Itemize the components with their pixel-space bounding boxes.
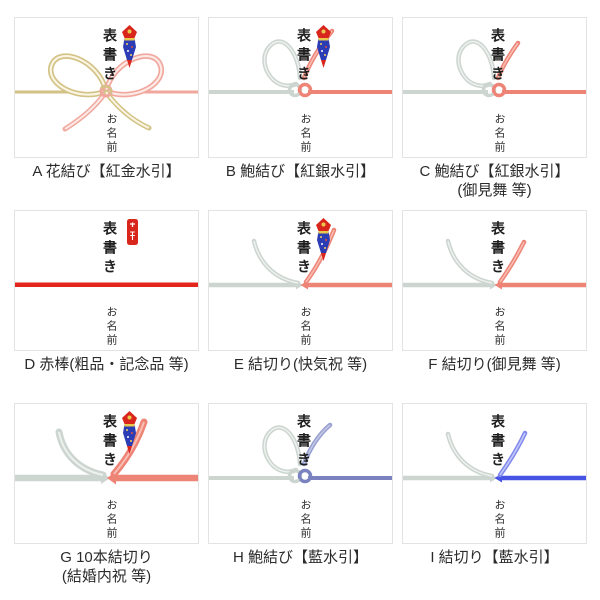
omotegaki-text: 表書き	[295, 28, 311, 85]
kiri-arc-left	[445, 431, 495, 479]
mizuhiki-bar-svg	[15, 282, 198, 287]
onamae-text: お名前	[105, 499, 118, 541]
omotegaki-text: 表書き	[489, 28, 505, 85]
stamp-glyph-bottom	[130, 231, 135, 240]
noshi-cell-i: 表書き お名前 I 結切り【藍水引】	[402, 403, 587, 568]
omotegaki-text: 表書き	[295, 414, 311, 471]
noshi-card-h: 表書き お名前	[208, 403, 393, 544]
mizuhiki-awabi-svg	[403, 39, 586, 98]
noshi-cell-h: 表書き お名前 H 鮑結び【藍水引】	[208, 403, 393, 568]
omotegaki-text: 表書き	[101, 414, 117, 471]
noshi-stamp-icon	[127, 219, 138, 245]
caption-e: E 結切り(快気祝 等)	[233, 356, 368, 373]
bow-loop-left-highlight	[49, 55, 108, 96]
onamae-text: お名前	[493, 113, 506, 155]
noshi-card-c: 表書き お名前	[402, 17, 587, 158]
noshi-tip	[127, 60, 132, 68]
onamae-text: お名前	[299, 113, 312, 155]
mizuhiki-kiri10-svg	[15, 418, 198, 485]
caption-g: G 10本結切り (結婚内祝 等)	[60, 549, 153, 585]
onamae-text: お名前	[493, 306, 506, 348]
omotegaki-text: 表書き	[489, 221, 505, 278]
stamp-glyph-top	[130, 222, 135, 227]
omotegaki-text: 表書き	[489, 414, 505, 471]
mizuhiki-awabi-svg	[209, 422, 392, 484]
kiri-arc-left	[251, 238, 301, 286]
bow-knot-gold-arc	[100, 85, 113, 95]
noshi-cell-f: 表書き お名前 F 結切り(御見舞 等)	[402, 210, 587, 375]
noshi-ornament-icon	[122, 25, 137, 68]
omotegaki-text: 表書き	[295, 221, 311, 278]
onamae-text: お名前	[105, 113, 118, 155]
noshi-band	[124, 38, 135, 41]
noshi-card-f: 表書き お名前	[402, 210, 587, 351]
noshi-cell-b: 表書き お名前 B 鮑結び【紅銀水引】	[208, 17, 393, 182]
onamae-text: お名前	[299, 306, 312, 348]
noshi-cell-g: 表書き お名前 G 10本結切り (結婚内祝 等)	[14, 403, 199, 587]
awabi-knot-overlap	[289, 86, 300, 96]
mizuhiki-bow-svg	[15, 53, 198, 132]
omotegaki-text: 表書き	[101, 221, 117, 278]
noshi-body	[123, 38, 136, 60]
kiri-arc-left	[55, 428, 107, 479]
onamae-text: お名前	[299, 499, 312, 541]
noshi-card-g: 表書き お名前	[14, 403, 199, 544]
awabi-knot-ring-right	[297, 468, 313, 484]
omotegaki-text: 表書き	[101, 28, 117, 85]
caption-b: B 鮑結び【紅銀水引】	[225, 163, 376, 180]
noshi-ornament-icon	[316, 218, 331, 261]
noshi-ornament-icon	[316, 25, 331, 68]
red-bar	[15, 282, 198, 287]
awabi-knot-ring-right	[491, 82, 507, 98]
noshi-card-d: 表書き お名前	[14, 210, 199, 351]
noshi-card-e: 表書き お名前	[208, 210, 393, 351]
bow-tail-left	[62, 89, 109, 132]
onamae-text: お名前	[105, 306, 118, 348]
noshi-top-dot	[127, 29, 132, 34]
bow-loop-right-highlight	[104, 55, 163, 96]
awabi-knot-ring-right	[297, 82, 313, 98]
noshi-card-b: 表書き お名前	[208, 17, 393, 158]
caption-c: C 鮑結び【紅銀水引】 (御見舞 等)	[419, 163, 570, 199]
caption-a: A 花結び【紅金水引】	[32, 163, 181, 180]
awabi-loop-left-highlight	[263, 40, 301, 87]
caption-h: H 鮑結び【藍水引】	[232, 549, 368, 566]
noshi-card-i: 表書き お名前	[402, 403, 587, 544]
noshi-ornament-icon	[122, 411, 137, 454]
noshi-cell-c: 表書き お名前 C 鮑結び【紅銀水引】 (御見舞 等)	[402, 17, 587, 201]
kiri-arc-left	[445, 238, 495, 286]
caption-d: D 赤棒(粗品・記念品 等)	[24, 356, 189, 373]
caption-f: F 結切り(御見舞 等)	[428, 356, 561, 373]
onamae-text: お名前	[493, 499, 506, 541]
noshi-cell-a: 表書き お名前 A 花結び【紅金水引】	[14, 17, 199, 182]
mizuhiki-kiri-svg	[403, 430, 586, 483]
noshi-cell-d: 表書き お名前 D 赤棒(粗品・記念品 等)	[14, 210, 199, 375]
caption-i: I 結切り【藍水引】	[430, 549, 559, 566]
noshi-cell-e: 表書き お名前 E 結切り(快気祝 等)	[208, 210, 393, 375]
mizuhiki-kiri-svg	[209, 227, 392, 290]
noshi-card-a: 表書き お名前	[14, 17, 199, 158]
mizuhiki-kiri-svg	[403, 238, 586, 290]
